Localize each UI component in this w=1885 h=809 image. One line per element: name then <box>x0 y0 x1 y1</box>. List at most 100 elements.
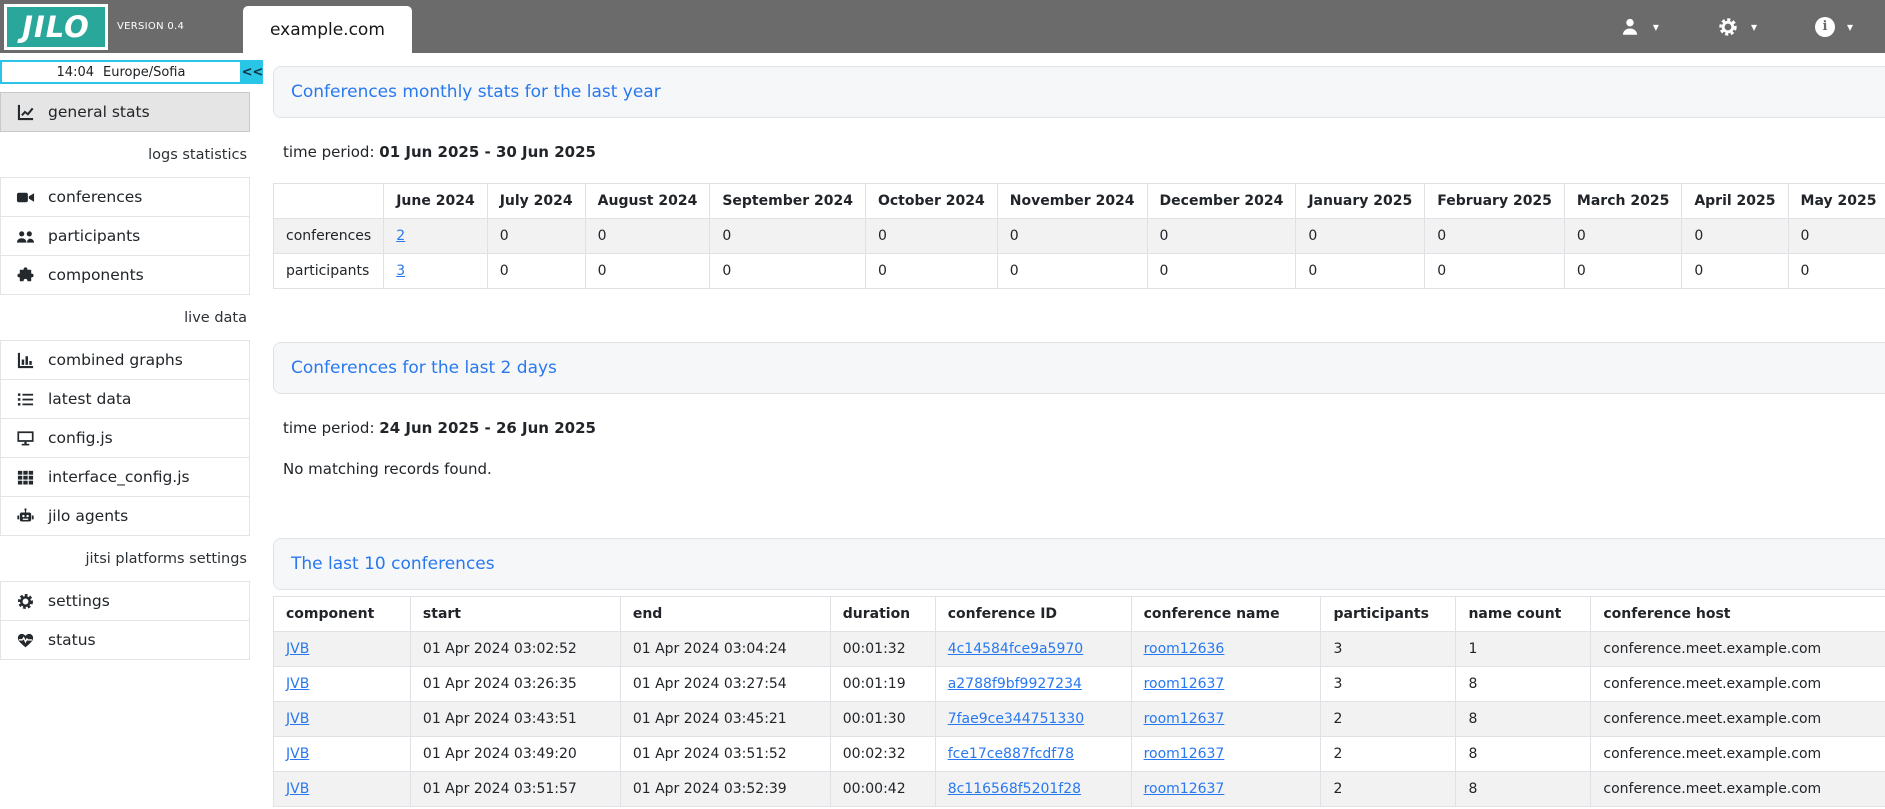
chart-line-icon <box>16 103 35 122</box>
sidebar-item-label: settings <box>48 592 110 610</box>
monthly-value: 0 <box>1564 219 1681 254</box>
no-records-message: No matching records found. <box>283 460 1885 478</box>
monthly-stats-table-head: June 2024July 2024August 2024September 2… <box>274 184 1885 219</box>
component-link[interactable]: JVB <box>286 781 309 797</box>
column-header-start: start <box>410 597 620 632</box>
end: 01 Apr 2024 03:04:24 <box>620 632 830 667</box>
last-10-table-body: JVB01 Apr 2024 03:02:5201 Apr 2024 03:04… <box>274 632 1885 807</box>
header-actions: ▾ ▾ i ▾ <box>1619 16 1885 38</box>
monthly-value: 0 <box>1425 254 1565 289</box>
conference-name-link[interactable]: room12637 <box>1144 711 1225 727</box>
sidebar-item-label: latest data <box>48 390 131 408</box>
sidebar-item-interface-config-js[interactable]: interface_config.js <box>0 457 250 497</box>
sidebar: 14:04 Europe/Sofia << general statslogs … <box>0 53 263 660</box>
last-2-days-title-link[interactable]: Conferences for the last 2 days <box>291 358 557 378</box>
start: 01 Apr 2024 03:43:51 <box>410 702 620 737</box>
sidebar-item-label: jilo agents <box>48 507 128 525</box>
clock-display: 14:04 Europe/Sofia <box>0 60 242 84</box>
last-10-conferences-title-link[interactable]: The last 10 conferences <box>291 554 495 574</box>
sidebar-item-jilo-agents[interactable]: jilo agents <box>0 496 250 536</box>
column-header-november-2024: November 2024 <box>997 184 1147 219</box>
monthly-value: 0 <box>997 254 1147 289</box>
sidebar-collapse-button[interactable]: << <box>242 60 263 84</box>
conference-name: room12637 <box>1131 702 1321 737</box>
monthly-value: 0 <box>1147 219 1296 254</box>
participants: 2 <box>1321 772 1456 807</box>
sidebar-item-combined-graphs[interactable]: combined graphs <box>0 340 250 380</box>
monthly-row-participants: participants3000000000000 <box>274 254 1885 289</box>
monthly-stats-title-link[interactable]: Conferences monthly stats for the last y… <box>291 82 661 102</box>
conference-name-link[interactable]: room12637 <box>1144 746 1225 762</box>
sidebar-item-settings[interactable]: settings <box>0 581 250 621</box>
duration: 00:01:30 <box>830 702 935 737</box>
settings-menu-button[interactable]: ▾ <box>1717 16 1757 38</box>
user-menu-button[interactable]: ▾ <box>1619 16 1659 38</box>
video-camera-icon <box>16 188 35 207</box>
sidebar-item-components[interactable]: components <box>0 255 250 295</box>
component: JVB <box>274 702 411 737</box>
sidebar-section-label-jitsi-platforms-settings: jitsi platforms settings <box>0 536 250 582</box>
component-link[interactable]: JVB <box>286 676 309 692</box>
column-header-october-2024: October 2024 <box>865 184 997 219</box>
sidebar-item-config-js[interactable]: config.js <box>0 418 250 458</box>
monthly-value: 0 <box>487 254 585 289</box>
platform-tab-example-com[interactable]: example.com <box>243 6 412 53</box>
component-link[interactable]: JVB <box>286 746 309 762</box>
sidebar-item-conferences[interactable]: conferences <box>0 177 250 217</box>
conference-host: conference.meet.example.com <box>1591 702 1885 737</box>
conference-id: 8c116568f5201f28 <box>935 772 1131 807</box>
time-period-value: 24 Jun 2025 - 26 Jun 2025 <box>379 419 596 437</box>
info-menu-button[interactable]: i ▾ <box>1815 17 1853 37</box>
conference-id-link[interactable]: 4c14584fce9a5970 <box>948 641 1084 657</box>
monthly-value-link[interactable]: 2 <box>396 228 405 244</box>
robot-icon <box>16 507 35 526</box>
monthly-value: 0 <box>1147 254 1296 289</box>
conference-name: room12636 <box>1131 632 1321 667</box>
column-header-duration: duration <box>830 597 935 632</box>
conference-row: JVB01 Apr 2024 03:43:5101 Apr 2024 03:45… <box>274 702 1885 737</box>
monthly-value: 3 <box>384 254 487 289</box>
monthly-value: 0 <box>865 219 997 254</box>
caret-down-icon: ▾ <box>1847 21 1853 33</box>
start: 01 Apr 2024 03:49:20 <box>410 737 620 772</box>
sidebar-item-label: interface_config.js <box>48 468 190 486</box>
column-header-january-2025: January 2025 <box>1296 184 1425 219</box>
monthly-value: 0 <box>585 254 710 289</box>
conference-id-link[interactable]: a2788f9bf9927234 <box>948 676 1082 692</box>
monthly-value: 0 <box>710 254 866 289</box>
conference-name: room12637 <box>1131 772 1321 807</box>
sidebar-section-label-logs-statistics: logs statistics <box>0 132 250 178</box>
monthly-value-link[interactable]: 3 <box>396 263 405 279</box>
duration: 00:01:19 <box>830 667 935 702</box>
conference-id-link[interactable]: fce17ce887fcdf78 <box>948 746 1074 762</box>
last-10-conferences-card-header: The last 10 conferences <box>273 538 1885 590</box>
name-count: 1 <box>1456 632 1591 667</box>
sidebar-item-participants[interactable]: participants <box>0 216 250 256</box>
sidebar-item-label: combined graphs <box>48 351 183 369</box>
participants: 3 <box>1321 632 1456 667</box>
column-header-empty <box>274 184 384 219</box>
component-link[interactable]: JVB <box>286 711 309 727</box>
time-period-value: 01 Jun 2025 - 30 Jun 2025 <box>379 143 596 161</box>
monthly-value: 0 <box>1296 254 1425 289</box>
sidebar-item-latest-data[interactable]: latest data <box>0 379 250 419</box>
conference-host: conference.meet.example.com <box>1591 772 1885 807</box>
name-count: 8 <box>1456 737 1591 772</box>
caret-down-icon: ▾ <box>1653 21 1659 33</box>
sidebar-item-label: conferences <box>48 188 142 206</box>
conference-name-link[interactable]: room12637 <box>1144 676 1225 692</box>
component-link[interactable]: JVB <box>286 641 309 657</box>
column-header-march-2025: March 2025 <box>1564 184 1681 219</box>
monthly-value: 2 <box>384 219 487 254</box>
sidebar-item-general-stats[interactable]: general stats <box>0 92 250 132</box>
conference-id-link[interactable]: 8c116568f5201f28 <box>948 781 1081 797</box>
conference-name-link[interactable]: room12636 <box>1144 641 1225 657</box>
sidebar-item-status[interactable]: status <box>0 620 250 660</box>
conference-id-link[interactable]: 7fae9ce344751330 <box>948 711 1084 727</box>
duration: 00:01:32 <box>830 632 935 667</box>
end: 01 Apr 2024 03:51:52 <box>620 737 830 772</box>
column-header-june-2024: June 2024 <box>384 184 487 219</box>
sidebar-item-label: components <box>48 266 144 284</box>
conference-name-link[interactable]: room12637 <box>1144 781 1225 797</box>
column-header-conference-id: conference ID <box>935 597 1131 632</box>
